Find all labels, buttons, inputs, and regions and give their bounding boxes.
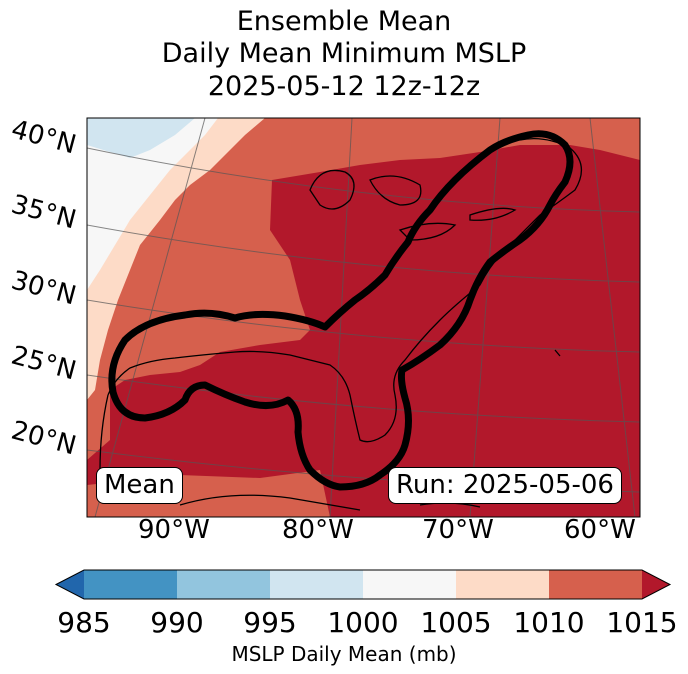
colorbar-bin: [84, 570, 178, 599]
map-area: [87, 118, 640, 517]
colorbar: [54, 569, 672, 600]
colorbar-tick: 990: [150, 606, 204, 639]
colorbar-label: MSLP Daily Mean (mb): [231, 642, 457, 666]
lon-label-90w: 90°W: [138, 515, 210, 545]
map-border: [86, 117, 641, 518]
colorbar-bin: [456, 570, 550, 599]
stat-label-box: Mean: [96, 467, 183, 504]
run-label-box: Run: 2025-05-06: [388, 467, 622, 504]
colorbar-tick: 1010: [513, 606, 585, 639]
fill-1000-1005: [87, 118, 218, 290]
colorbar-bin: [177, 570, 271, 599]
colorbar-extend-low: [56, 570, 84, 599]
lon-label-80w: 80°W: [282, 515, 354, 545]
title-line-2: Daily Mean Minimum MSLP: [161, 38, 527, 69]
colorbar-extend-high: [642, 570, 670, 599]
colorbar-bin: [549, 570, 643, 599]
colorbar-bin: [363, 570, 457, 599]
fill-1010-1015: [87, 118, 640, 460]
colorbar-tick: 1015: [606, 606, 678, 639]
lon-label-70w: 70°W: [422, 515, 494, 545]
colorbar-tick: 1005: [420, 606, 492, 639]
colorbar-tick: 985: [57, 606, 111, 639]
colorbar-tick: 995: [243, 606, 297, 639]
graticule: [87, 118, 640, 517]
colorbar-tick: 1000: [327, 606, 399, 639]
contour-line: [108, 130, 574, 491]
lon-label-60w: 60°W: [564, 515, 636, 545]
fill-lt-1000: [87, 118, 195, 158]
colorbar-bin: [270, 570, 364, 599]
title-line-3: 2025-05-12 12z-12z: [207, 71, 481, 102]
title-line-1: Ensemble Mean: [236, 6, 452, 37]
colorbar-outline: [54, 569, 672, 600]
